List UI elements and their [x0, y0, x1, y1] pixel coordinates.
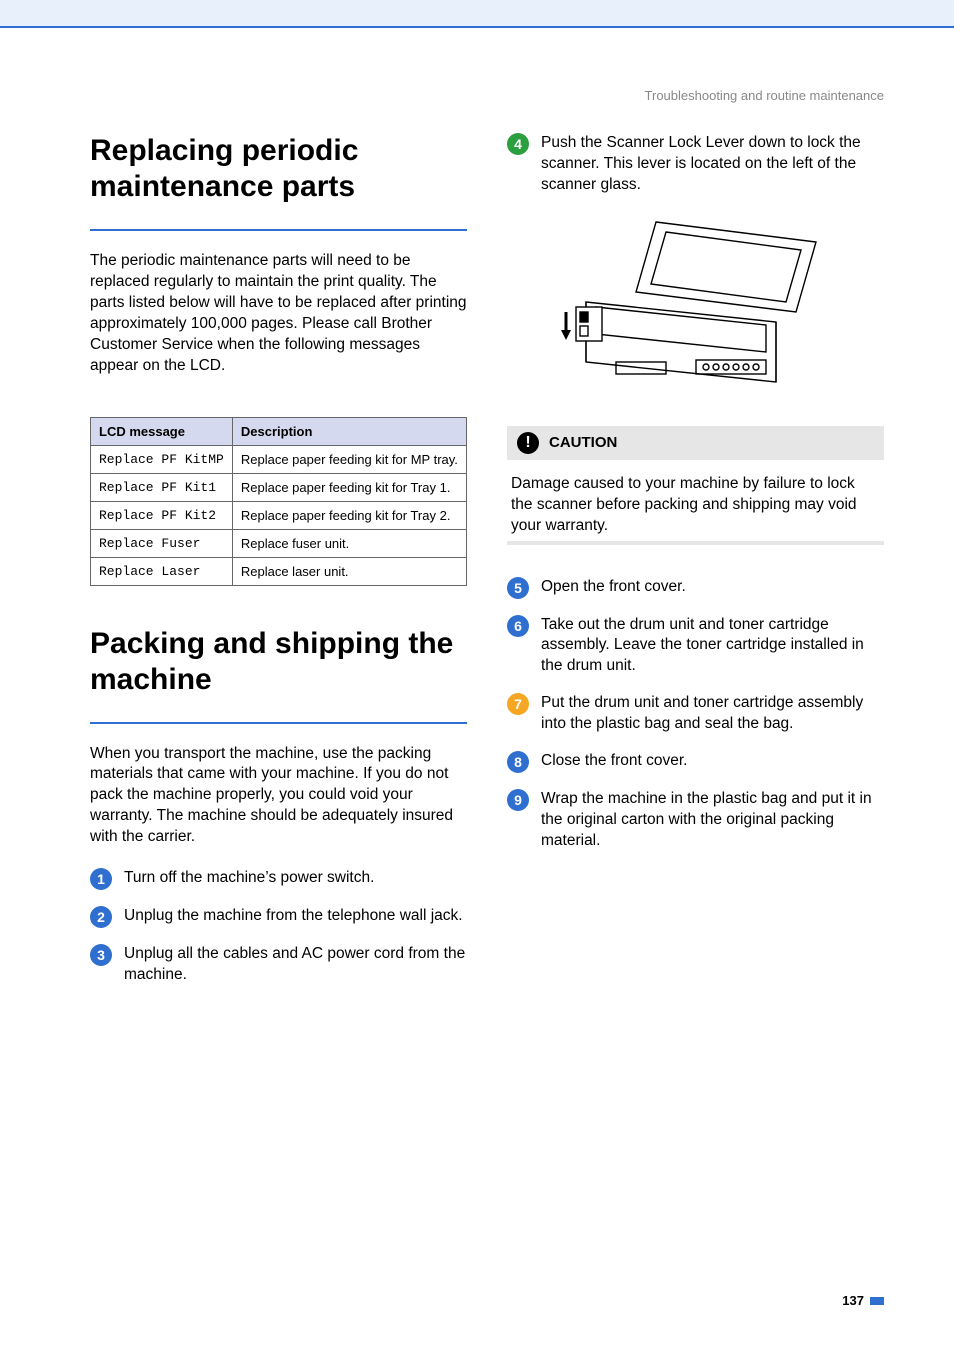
table-header-desc: Description	[232, 417, 466, 445]
step-9: 9 Wrap the machine in the plastic bag an…	[507, 789, 884, 852]
table-cell-msg: Replace Fuser	[91, 529, 233, 557]
step-text: Unplug all the cables and AC power cord …	[124, 944, 467, 986]
section-2-title: Packing and shipping the machine	[90, 626, 467, 698]
page-number-value: 137	[842, 1293, 864, 1308]
step-text: Put the drum unit and toner cartridge as…	[541, 693, 884, 735]
page-number-decoration	[870, 1297, 884, 1305]
step-7: 7 Put the drum unit and toner cartridge …	[507, 693, 884, 735]
table-row: Replace PF KitMP Replace paper feeding k…	[91, 445, 467, 473]
step-number-badge: 8	[507, 751, 529, 773]
section-2-body: When you transport the machine, use the …	[90, 744, 467, 849]
section-1-body: The periodic maintenance parts will need…	[90, 251, 467, 377]
table-row: Replace Fuser Replace fuser unit.	[91, 529, 467, 557]
caution-callout: ! CAUTION Damage caused to your machine …	[507, 426, 884, 553]
scanner-illustration-svg	[546, 212, 846, 402]
table-row: Replace Laser Replace laser unit.	[91, 557, 467, 585]
table-cell-desc: Replace paper feeding kit for Tray 2.	[232, 501, 466, 529]
left-column: Replacing periodic maintenance parts The…	[90, 133, 467, 1002]
page-number: 137	[842, 1293, 884, 1308]
step-text: Close the front cover.	[541, 751, 884, 772]
step-2: 2 Unplug the machine from the telephone …	[90, 906, 467, 928]
caution-header: ! CAUTION	[507, 426, 884, 460]
table-row: Replace PF Kit1 Replace paper feeding ki…	[91, 473, 467, 501]
page-content: Troubleshooting and routine maintenance …	[0, 28, 954, 1042]
step-text: Wrap the machine in the plastic bag and …	[541, 789, 884, 852]
table-header-lcd: LCD message	[91, 417, 233, 445]
table-cell-desc: Replace fuser unit.	[232, 529, 466, 557]
caution-label: CAUTION	[549, 434, 617, 451]
table-cell-desc: Replace laser unit.	[232, 557, 466, 585]
header-band	[0, 0, 954, 28]
step-number-badge: 2	[90, 906, 112, 928]
lcd-message-table: LCD message Description Replace PF KitMP…	[90, 417, 467, 586]
right-column: 4 Push the Scanner Lock Lever down to lo…	[507, 133, 884, 1002]
step-text: Push the Scanner Lock Lever down to lock…	[541, 133, 884, 196]
breadcrumb: Troubleshooting and routine maintenance	[90, 88, 884, 103]
step-8: 8 Close the front cover.	[507, 751, 884, 773]
step-text: Turn off the machine’s power switch.	[124, 868, 467, 889]
step-1: 1 Turn off the machine’s power switch.	[90, 868, 467, 890]
step-number-badge: 5	[507, 577, 529, 599]
two-column-layout: Replacing periodic maintenance parts The…	[90, 133, 884, 1002]
table-cell-msg: Replace Laser	[91, 557, 233, 585]
section-2-heading-wrap: Packing and shipping the machine	[90, 626, 467, 724]
step-number-badge: 3	[90, 944, 112, 966]
table-cell-desc: Replace paper feeding kit for MP tray.	[232, 445, 466, 473]
table-cell-msg: Replace PF Kit1	[91, 473, 233, 501]
step-4: 4 Push the Scanner Lock Lever down to lo…	[507, 133, 884, 196]
table-cell-desc: Replace paper feeding kit for Tray 1.	[232, 473, 466, 501]
section-1-heading-wrap: Replacing periodic maintenance parts	[90, 133, 467, 231]
scanner-lock-illustration	[507, 212, 884, 402]
table-cell-msg: Replace PF Kit2	[91, 501, 233, 529]
step-text: Unplug the machine from the telephone wa…	[124, 906, 467, 927]
step-3: 3 Unplug all the cables and AC power cor…	[90, 944, 467, 986]
step-number-badge: 6	[507, 615, 529, 637]
step-number-badge: 4	[507, 133, 529, 155]
step-number-badge: 7	[507, 693, 529, 715]
table-cell-msg: Replace PF KitMP	[91, 445, 233, 473]
table-row: Replace PF Kit2 Replace paper feeding ki…	[91, 501, 467, 529]
table-header-row: LCD message Description	[91, 417, 467, 445]
step-number-badge: 1	[90, 868, 112, 890]
caution-body: Damage caused to your machine by failure…	[507, 460, 884, 545]
step-number-badge: 9	[507, 789, 529, 811]
caution-icon: !	[517, 432, 539, 454]
step-5: 5 Open the front cover.	[507, 577, 884, 599]
step-text: Open the front cover.	[541, 577, 884, 598]
step-6: 6 Take out the drum unit and toner cartr…	[507, 615, 884, 678]
step-text: Take out the drum unit and toner cartrid…	[541, 615, 884, 678]
section-1-title: Replacing periodic maintenance parts	[90, 133, 467, 205]
